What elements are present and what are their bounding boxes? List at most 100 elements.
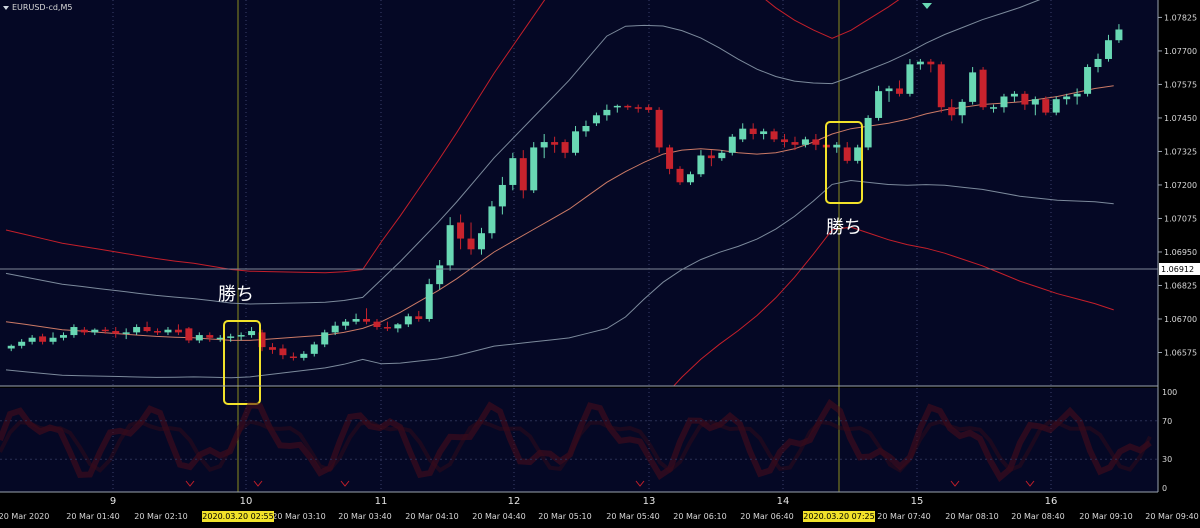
signal-arrow-icon (1025, 480, 1035, 487)
candle-body (122, 332, 130, 334)
price-tick-label: 1.07575 (1164, 80, 1197, 89)
bull-candle (592, 112, 600, 126)
bear-candle (101, 327, 109, 334)
candle-body (477, 233, 485, 250)
bull-candle (1073, 88, 1081, 105)
day-tick-label: 15 (911, 496, 924, 507)
bull-candle (227, 333, 235, 342)
candle-body (749, 128, 757, 135)
candle-body (133, 327, 141, 333)
collapse-triangle-icon[interactable] (3, 6, 9, 10)
bull-candle (833, 142, 841, 153)
bull-candle (133, 324, 141, 336)
candle-body (185, 328, 193, 341)
time-tick-label: 20 Mar 01:40 (66, 512, 119, 521)
bear-candle (185, 327, 193, 344)
candle-body (1000, 96, 1008, 108)
candle-body (446, 225, 454, 266)
day-tick-label: 16 (1045, 496, 1058, 507)
price-tick-label: 1.07200 (1164, 181, 1197, 190)
candle-body (1010, 93, 1018, 97)
bull-candle (718, 150, 726, 161)
bull-candle (885, 85, 893, 102)
candle-body (289, 356, 297, 359)
candle-body (613, 105, 621, 108)
candle-body (666, 147, 674, 169)
candle-body (143, 327, 151, 332)
candle-body (331, 325, 339, 333)
bull-candle (237, 332, 245, 341)
bear-candle (457, 214, 465, 250)
candle-body (216, 337, 224, 340)
bull-candle (1115, 24, 1123, 43)
candle-body (728, 136, 736, 153)
bear-candle (363, 308, 371, 325)
bull-candle (1104, 34, 1112, 62)
time-tick-label: 20 Mar 08:10 (945, 512, 998, 521)
bear-candle (467, 222, 475, 255)
price-tick-label: 1.07825 (1164, 13, 1197, 22)
candle-body (1094, 58, 1102, 68)
bull-candle (446, 217, 454, 271)
day-tick-label: 13 (643, 496, 656, 507)
bull-candle (331, 321, 339, 336)
candle-body (425, 284, 433, 319)
bear-candle (551, 136, 559, 153)
signal-arrow-icon (340, 480, 350, 487)
bear-candle (791, 136, 799, 151)
bull-candle (122, 328, 130, 340)
indicator-panel (0, 388, 1158, 492)
bear-candle (895, 80, 903, 97)
candle-body (1084, 67, 1092, 94)
candle-body (195, 335, 203, 341)
bear-candle (770, 128, 778, 143)
candle-body (436, 265, 444, 285)
candle-body (28, 337, 36, 342)
shift-marker-icon[interactable] (922, 3, 932, 9)
candle-body (572, 131, 580, 153)
price-tick-label: 1.06575 (1164, 348, 1197, 357)
bear-candle (383, 321, 391, 332)
candle-body (551, 142, 559, 145)
candle-body (990, 107, 998, 109)
candle-body (1063, 96, 1071, 100)
indicator-tick-label: 0 (1162, 484, 1167, 493)
bear-candle (676, 166, 684, 185)
bull-candle (686, 171, 694, 185)
candle-body (916, 61, 924, 65)
candle-body (864, 117, 872, 148)
upper-outer-band (5, 0, 900, 274)
candle-body (739, 128, 747, 140)
candle-body (885, 88, 893, 92)
bull-candle (530, 142, 538, 193)
candle-body (812, 139, 820, 145)
bear-candle (373, 318, 381, 330)
bear-candle (279, 344, 287, 360)
bull-candle (394, 323, 402, 333)
bull-candle (1094, 53, 1102, 73)
price-tick-label: 1.07700 (1164, 47, 1197, 56)
bull-candle (59, 332, 67, 341)
candle-body (582, 125, 590, 132)
candle-body (404, 316, 412, 325)
candle-body (969, 72, 977, 102)
candle-body (530, 147, 538, 191)
bear-candle (1021, 91, 1029, 110)
highlight-time-box (803, 511, 875, 522)
bear-candle (979, 67, 987, 110)
bull-candle (1063, 93, 1071, 105)
candle-body (268, 347, 276, 350)
candle-body (1031, 99, 1039, 105)
symbol-label: EURUSD-cd,M5 (12, 3, 72, 12)
candle-body (801, 139, 809, 145)
bull-candle (195, 332, 203, 344)
bear-candle (174, 324, 182, 336)
time-tick-label: 20 Mar 09:10 (1079, 512, 1132, 521)
price-axis: 1.07825 1.07700 1.07575 1.07450 1.07325 1.072… (1157, 0, 1200, 492)
time-tick-label: 20 Mar 05:40 (606, 512, 659, 521)
candle-body (467, 238, 475, 250)
bear-candle (707, 150, 715, 167)
candle-body (1104, 40, 1112, 59)
bull-candle (300, 351, 308, 361)
candle-body (342, 321, 350, 326)
